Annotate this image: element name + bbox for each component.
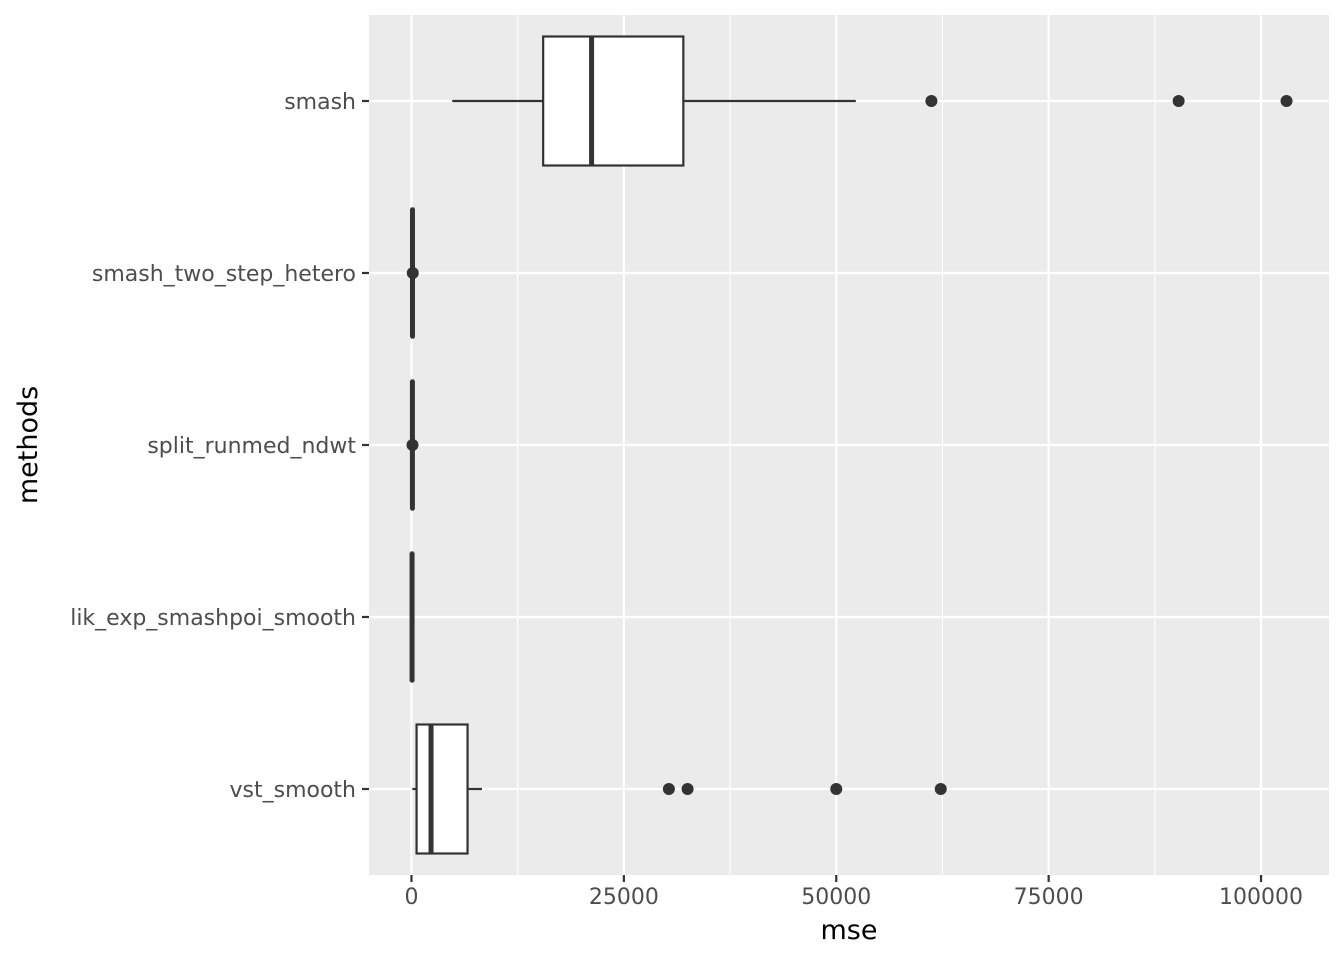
outlier-point [681,783,694,795]
x-tick-label: 100000 [1219,885,1303,910]
boxes [406,35,1293,855]
outlier-point [934,783,947,795]
x-tick-label: 25000 [589,885,659,910]
outlier-point [406,267,419,279]
box-smash_two_step_hetero [406,207,419,339]
box-smash [452,35,1293,167]
y-tick-label: vst_smooth [230,778,357,803]
x-axis: 0 25000 50000 75000 100000 [404,875,1303,910]
box-iqr [542,35,685,167]
box-lik_exp_smashpoi_smooth [409,551,415,683]
outlier-point [925,95,938,107]
x-tick-label: 75000 [1014,885,1084,910]
box-split_runmed_ndwt [406,379,419,511]
y-tick-label: lik_exp_smashpoi_smooth [70,606,356,631]
y-tick-label: smash [284,90,356,115]
y-tick-label: split_runmed_ndwt [147,434,356,459]
y-axis: smash smash_two_step_hetero split_runmed_n… [70,90,369,803]
y-tick-label: smash_two_step_hetero [92,262,356,287]
x-tick-label: 50000 [801,885,871,910]
box-vst_smooth [412,723,947,855]
x-axis-title: mse [821,915,878,946]
box-iqr [415,723,469,855]
outlier-point [830,783,843,795]
y-axis-title: methods [13,386,44,504]
outlier-point [1172,95,1185,107]
outlier-point [662,783,675,795]
x-tick-label: 0 [404,885,418,910]
outlier-point [406,439,419,451]
outlier-point [1280,95,1293,107]
